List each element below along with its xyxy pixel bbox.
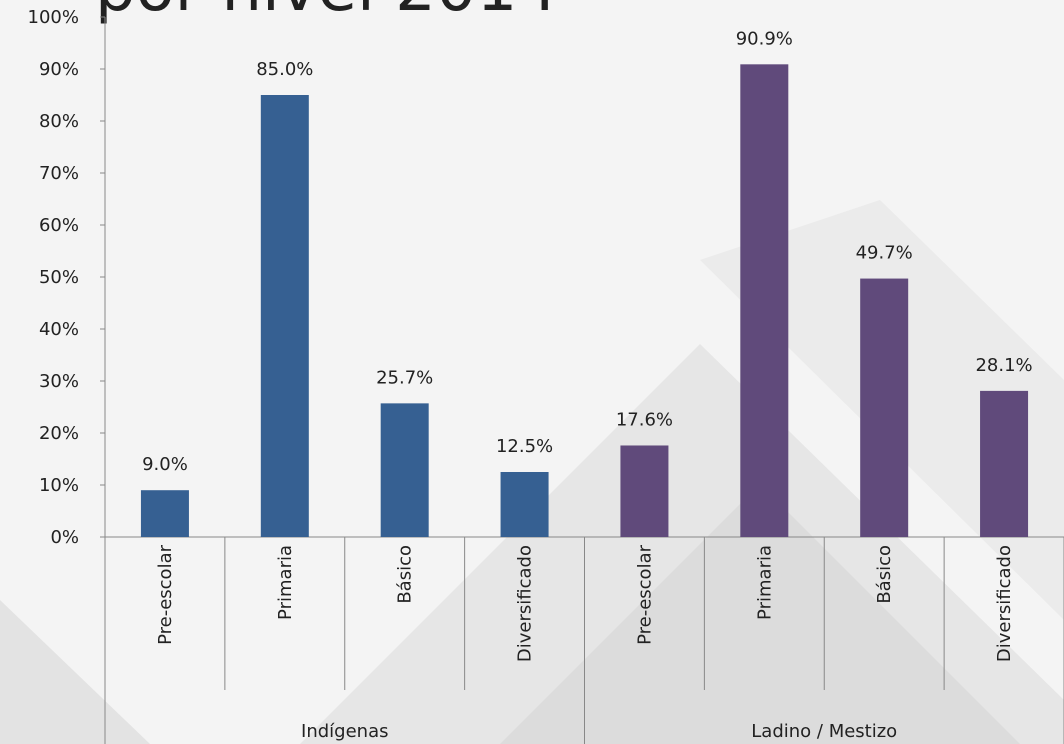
y-tick-label: 90% <box>39 59 79 80</box>
bar <box>140 490 189 537</box>
bar <box>500 472 549 537</box>
chart-title: por nivel 2014 <box>95 0 558 26</box>
y-tick-label: 50% <box>39 267 79 288</box>
y-tick-label: 70% <box>39 163 79 184</box>
x-tick-label: Pre-escolar <box>634 544 655 645</box>
bar <box>860 278 909 537</box>
value-label: 49.7% <box>856 243 913 264</box>
x-tick-label: Diversificado <box>515 545 536 662</box>
x-tick-label: Básico <box>395 545 416 604</box>
y-tick-label: 100% <box>28 7 79 28</box>
value-label: 12.5% <box>496 436 553 457</box>
y-tick-label: 20% <box>39 423 79 444</box>
x-tick-label: Básico <box>874 545 895 604</box>
bar <box>260 95 309 537</box>
bar <box>740 64 789 537</box>
x-tick-label: Pre-escolar <box>155 544 176 645</box>
group-label: Indígenas <box>301 721 388 742</box>
group-label: Ladino / Mestizo <box>751 721 897 742</box>
y-tick-label: 60% <box>39 215 79 236</box>
value-label: 17.6% <box>616 409 673 430</box>
y-tick-label: 0% <box>50 527 79 548</box>
y-tick-label: 40% <box>39 319 79 340</box>
x-tick-label: Primaria <box>275 545 296 620</box>
bar <box>620 445 669 537</box>
x-tick-label: Diversificado <box>994 545 1015 662</box>
y-tick-label: 80% <box>39 111 79 132</box>
value-label: 9.0% <box>142 454 188 475</box>
bar <box>380 403 429 537</box>
value-label: 25.7% <box>376 367 433 388</box>
y-tick-label: 10% <box>39 475 79 496</box>
value-label: 85.0% <box>256 59 313 80</box>
value-label: 28.1% <box>975 355 1032 376</box>
value-label: 90.9% <box>736 28 793 49</box>
bar <box>980 390 1029 537</box>
x-tick-label: Primaria <box>754 545 775 620</box>
y-tick-label: 30% <box>39 371 79 392</box>
